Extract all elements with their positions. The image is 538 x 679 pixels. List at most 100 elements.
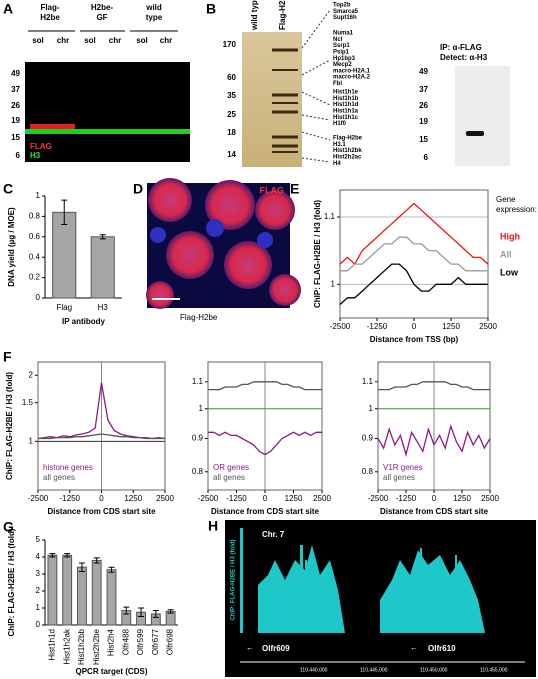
marker-label: 19 xyxy=(419,117,428,126)
series-line xyxy=(38,433,165,440)
lane-label: Flag- xyxy=(40,3,59,12)
y-tick-label: 0 xyxy=(36,620,41,629)
panel-label: G xyxy=(3,519,14,535)
bar xyxy=(77,566,87,626)
protein-label: H3.1 xyxy=(333,142,346,148)
marker-label: 19 xyxy=(11,116,20,125)
y-tick-label: 1 xyxy=(331,279,336,288)
gel-image xyxy=(25,62,190,162)
fraction-label: sol xyxy=(84,36,96,45)
y-tick-label: 2 xyxy=(36,586,41,595)
x-tick-label: 1250 xyxy=(285,494,303,503)
fraction-label: chr xyxy=(109,36,121,45)
y-tick-label: 1 xyxy=(199,404,204,413)
x-tick-label: 0 xyxy=(263,494,268,503)
panel-label: F xyxy=(3,349,12,365)
marker-label: 49 xyxy=(11,69,20,78)
x-tick-label: Hist2h4 xyxy=(107,628,116,656)
x-tick-label: 2500 xyxy=(479,322,497,331)
marker-label: 26 xyxy=(11,101,20,110)
gene-label: Olfr610 xyxy=(428,644,456,653)
lane-label: Flag-H2be xyxy=(278,0,287,30)
x-axis-label: Distance from CDS start site xyxy=(47,507,156,516)
x-tick-label: -1250 xyxy=(396,494,417,503)
protein-label: Smarca5 xyxy=(333,9,359,15)
x-axis-label: Distance from CDS start site xyxy=(211,507,320,516)
error-bar xyxy=(93,557,100,564)
x-tick-label: 0 xyxy=(412,322,417,331)
image-caption: Flag-H2be xyxy=(180,313,218,322)
protein-label: macro-H2A.2 xyxy=(333,75,371,81)
legend-label: all genes xyxy=(213,473,245,482)
x-tick-label: -1250 xyxy=(367,322,388,331)
legend-label: all genes xyxy=(43,473,75,482)
panel-label: H xyxy=(208,518,218,534)
h3-band xyxy=(25,129,190,134)
protein-label: Top2b xyxy=(333,3,351,9)
series-line xyxy=(339,263,488,305)
legend-label: all genes xyxy=(383,473,415,482)
y-tick-label: 1.1 xyxy=(324,212,336,221)
y-tick-label: 1.1 xyxy=(362,377,374,386)
y-tick-label: 0.6 xyxy=(29,232,41,241)
marker-label: 6 xyxy=(424,153,429,162)
stain-label: FLAG xyxy=(260,185,285,195)
x-axis-label: Distance from TSS (bp) xyxy=(370,335,459,344)
x-axis-label: QPCR target (CDS) xyxy=(75,667,147,676)
protein-label: Hist2h2ac xyxy=(333,154,362,160)
legend-label: OR genes xyxy=(213,463,249,472)
lane-label: H2be- xyxy=(91,3,114,12)
marker-label: 14 xyxy=(227,150,236,159)
protein-label: Hist1h1e xyxy=(333,90,359,96)
bar xyxy=(52,211,77,299)
x-tick-label: 2500 xyxy=(313,494,331,503)
y-tick-label: 5 xyxy=(36,535,41,544)
marker-label: 49 xyxy=(419,67,428,76)
x-tick-label: 1250 xyxy=(124,494,142,503)
error-bar xyxy=(49,553,56,558)
protein-label: Supt16h xyxy=(333,15,357,21)
x-tick-label: -2500 xyxy=(368,494,389,503)
y-tick-label: 1.1 xyxy=(192,377,204,386)
bar xyxy=(90,236,115,299)
marker-label: 26 xyxy=(419,101,428,110)
protein-label: Fbl xyxy=(333,81,342,87)
lane-label: wild type xyxy=(250,0,259,31)
x-tick-label: -1250 xyxy=(226,494,247,503)
x-tick-label: Hist1h2bb xyxy=(77,628,86,665)
x-tick-label: Hist1h1d xyxy=(47,629,56,661)
y-tick-label: 1.5 xyxy=(22,398,34,407)
legend-title: expression: xyxy=(496,205,537,214)
gene-arrow: ← xyxy=(410,643,418,652)
y-tick-label: 3 xyxy=(36,569,41,578)
y-tick-label: 4 xyxy=(36,552,41,561)
marker-label: 37 xyxy=(419,85,428,94)
series-line xyxy=(208,431,322,456)
plot-frame xyxy=(339,189,489,319)
marker-label: 170 xyxy=(223,40,237,49)
bar xyxy=(106,569,117,626)
legend-title: Gene xyxy=(496,195,516,204)
legend-label: V1R genes xyxy=(383,463,423,472)
protein-label: Hp1bp3 xyxy=(333,56,356,62)
series-line xyxy=(340,236,488,272)
panel-label: E xyxy=(290,181,299,197)
bar xyxy=(62,554,73,626)
blot-band xyxy=(466,131,484,136)
protein-label: Hist1h1c xyxy=(333,115,359,121)
x-tick-label: -2500 xyxy=(28,494,49,503)
y-axis-label: ChIP: FLAG-H2BE / H3 (fold) xyxy=(231,540,237,621)
x-tick-label: 1250 xyxy=(453,494,471,503)
y-tick-label: 1 xyxy=(36,191,41,200)
legend-flag: FLAG xyxy=(30,142,52,151)
x-tick-label: 0 xyxy=(432,494,437,503)
series-line xyxy=(377,423,491,458)
panel-label: A xyxy=(3,1,13,17)
error-bar xyxy=(61,199,68,226)
x-tick-label: 0 xyxy=(99,494,104,503)
lane-label: GF xyxy=(96,13,107,22)
x-tick-label: 2500 xyxy=(481,494,499,503)
y-tick-label: 0.8 xyxy=(362,467,374,476)
marker-label: 18 xyxy=(227,128,236,137)
